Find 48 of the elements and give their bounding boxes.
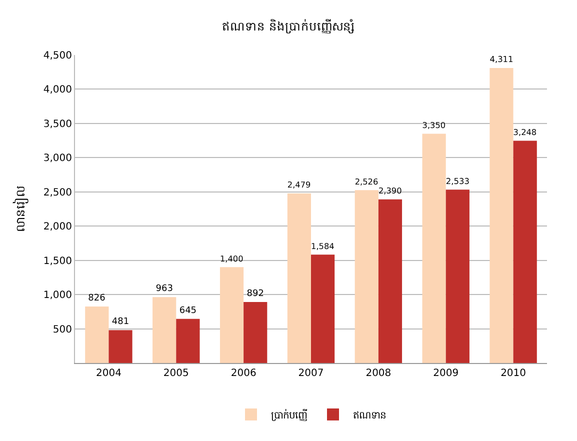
text: 2,526 (354, 176, 378, 186)
text: 1,400 (220, 253, 244, 264)
bar (108, 330, 132, 363)
text: 3,248 (513, 126, 537, 137)
x-tick-label: 2009 (433, 368, 459, 379)
y-tick-label: 4,000 (43, 84, 72, 96)
bar (220, 267, 244, 363)
bar (446, 190, 470, 363)
x-tick-label: 2005 (163, 368, 189, 379)
legend-label: ប្រាក់បញ្ញើ (271, 408, 308, 422)
y-tick-label: 2,500 (43, 187, 72, 198)
text: 2,479 (287, 180, 311, 190)
y-tick-label: 3,000 (43, 153, 72, 164)
bar (244, 302, 268, 363)
bar (176, 318, 200, 363)
x-tick-label: 2006 (230, 368, 256, 379)
bar (422, 134, 446, 363)
x-tick-label: 2008 (366, 368, 392, 379)
x-tick-label: 2004 (96, 368, 122, 379)
bar (311, 254, 335, 363)
bar (513, 140, 537, 363)
chart-title: ឥណទាន និងប្រាក់បញ្ញើសន្សំ (222, 18, 355, 34)
text: 3,350 (422, 120, 446, 130)
y-tick-label: 500 (52, 324, 72, 336)
y-tick-label: 2,000 (43, 222, 72, 233)
bar (85, 306, 109, 363)
text: 1,584 (311, 240, 334, 251)
bar (152, 297, 176, 363)
text: 892 (246, 288, 264, 299)
y-tick-label: 3,500 (43, 118, 72, 130)
y-axis-title: លានរៀល (12, 186, 29, 232)
text: 826 (88, 293, 106, 304)
legend-label: ឥណទាន (353, 410, 386, 422)
text: 4,311 (490, 54, 514, 64)
bar (490, 68, 514, 363)
bar (287, 193, 311, 363)
text: 2,533 (446, 176, 470, 186)
text: 481 (112, 317, 130, 328)
x-tick-label: 2007 (298, 368, 324, 379)
x-tick-label: 2010 (500, 368, 526, 379)
text: 963 (156, 284, 173, 294)
y-tick-label: 4,500 (43, 50, 72, 62)
text: 2,390 (378, 186, 402, 196)
bar (354, 190, 378, 363)
y-tick-label: 1,000 (43, 290, 72, 302)
bar (378, 199, 402, 363)
text: 645 (179, 306, 197, 316)
y-tick-label: 1,500 (43, 256, 72, 267)
